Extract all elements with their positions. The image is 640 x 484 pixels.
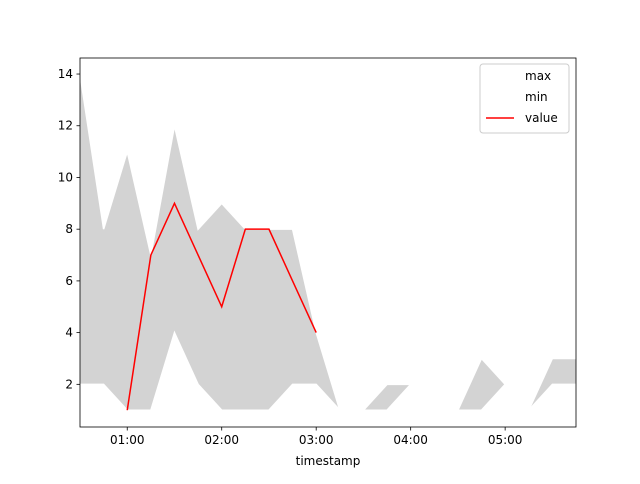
y-tick-label: 14 (58, 67, 73, 81)
legend-label: value (525, 111, 558, 125)
x-tick-label: 02:00 (204, 433, 239, 447)
y-tick-label: 12 (58, 119, 73, 133)
x-tick-label: 03:00 (299, 433, 334, 447)
legend-box (479, 63, 570, 134)
legend-label: min (525, 90, 548, 104)
y-tick-label: 6 (65, 274, 73, 288)
y-tick-label: 4 (65, 326, 73, 340)
y-tick-label: 10 (58, 170, 73, 184)
x-tick-label: 05:00 (488, 433, 523, 447)
series-line (80, 330, 576, 412)
series-line (126, 201, 317, 411)
plot-frame (79, 57, 577, 428)
legend-label: max (525, 69, 551, 83)
x-tick-label: 04:00 (393, 433, 428, 447)
range-area (80, 74, 576, 411)
y-tick-label: 8 (65, 222, 73, 236)
y-tick-label: 2 (65, 377, 73, 391)
x-tick-label: 01:00 (110, 433, 145, 447)
x-axis-label: timestamp (296, 454, 361, 468)
series-line (79, 73, 576, 412)
